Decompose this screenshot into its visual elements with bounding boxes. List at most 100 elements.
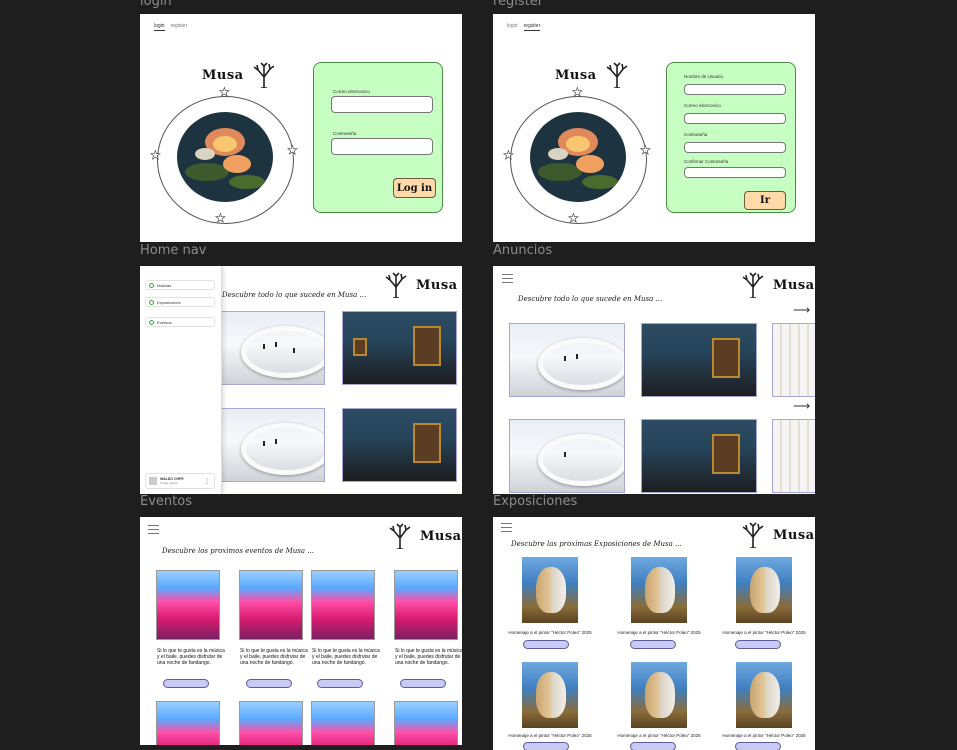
- password-field[interactable]: [331, 138, 433, 155]
- star-icon: ★: [219, 85, 230, 99]
- register-panel: Nombre de Usuario Correo electronico Con…: [666, 62, 796, 213]
- exhibition-button[interactable]: [630, 640, 676, 649]
- brand-name: Musa: [202, 67, 244, 83]
- painting-frame: [712, 434, 740, 474]
- tab-login[interactable]: login: [154, 23, 165, 31]
- visitor-figure: [263, 344, 265, 349]
- star-icon: ★: [287, 143, 298, 157]
- star-icon: ★: [503, 148, 514, 162]
- portrait-face: [645, 567, 675, 613]
- star-icon: ★: [215, 211, 226, 225]
- auth-tabs: login register: [507, 23, 541, 31]
- brand-name: Musa: [773, 527, 815, 543]
- event-image[interactable]: [239, 701, 303, 745]
- exhibition-image[interactable]: [522, 557, 578, 623]
- user-card[interactable]: WALDO CHPE Prodg. Admin ⋮: [145, 473, 215, 489]
- menu-icon[interactable]: [501, 523, 512, 532]
- register-submit-button[interactable]: Ir: [744, 191, 786, 210]
- brand-logo: Musa: [739, 272, 815, 298]
- exhibition-button[interactable]: [735, 640, 781, 649]
- email-field[interactable]: [684, 113, 786, 124]
- brand-name: Musa: [773, 277, 815, 293]
- gallery-ring: [538, 434, 624, 486]
- tree-icon: [742, 522, 764, 548]
- drawer-item-label: Exposiciones: [157, 299, 181, 305]
- auth-tabs: login register: [154, 23, 187, 31]
- event-image[interactable]: [311, 701, 375, 745]
- tree-icon: [253, 62, 275, 88]
- gallery-thumbnail[interactable]: [641, 419, 757, 493]
- exhibition-button[interactable]: [735, 742, 781, 750]
- event-image[interactable]: [311, 570, 375, 640]
- gallery-thumbnail[interactable]: [772, 323, 815, 397]
- event-image[interactable]: [239, 570, 303, 640]
- exhibition-image[interactable]: [736, 662, 792, 728]
- gallery-thumbnail[interactable]: [342, 311, 457, 385]
- gallery-thumbnail[interactable]: [509, 419, 625, 493]
- exhibition-caption: Homenaje a el pintor "Héctor Poleo" 2025: [508, 733, 592, 738]
- visitor-figure: [293, 348, 295, 353]
- email-field[interactable]: [331, 96, 433, 113]
- exhibition-caption: Homenaje a el pintor "Héctor Poleo" 2025: [617, 733, 701, 738]
- brand-logo: Musa: [202, 62, 278, 88]
- exhibition-button[interactable]: [630, 742, 676, 750]
- page-tagline: Descubre las proximas Exposiciones de Mu…: [511, 540, 682, 548]
- event-button[interactable]: [317, 679, 363, 688]
- event-image[interactable]: [156, 570, 220, 640]
- tab-login[interactable]: login: [507, 23, 518, 29]
- visitor-figure: [263, 441, 265, 446]
- gallery-thumbnail[interactable]: [212, 311, 325, 385]
- exposiciones-frame: Descubre las proximas Exposiciones de Mu…: [493, 517, 815, 750]
- login-panel: Correo electronico Contraseña Log in: [313, 62, 443, 213]
- menu-icon[interactable]: [502, 274, 513, 283]
- gallery-thumbnail[interactable]: [212, 408, 325, 482]
- exhibition-caption: Homenaje a el pintor "Héctor Poleo" 2025: [722, 630, 806, 635]
- tab-register[interactable]: register: [170, 23, 188, 29]
- brand-logo: Musa: [382, 272, 458, 298]
- event-image[interactable]: [394, 701, 458, 745]
- username-field[interactable]: [684, 84, 786, 95]
- tree-icon: [742, 272, 764, 298]
- event-button[interactable]: [246, 679, 292, 688]
- exhibition-button[interactable]: [523, 640, 569, 649]
- more-vert-icon[interactable]: ⋮: [204, 479, 210, 485]
- anuncios-frame: Descubre todo lo que sucede en Musa ... …: [493, 266, 815, 494]
- exhibition-button[interactable]: [523, 742, 569, 750]
- gallery-thumbnail[interactable]: [772, 419, 815, 493]
- drawer-item-exposiciones[interactable]: Exposiciones: [145, 297, 215, 307]
- confirm-password-field[interactable]: [684, 167, 786, 178]
- exhibition-caption: Homenaje a el pintor "Héctor Poleo" 2025: [722, 733, 806, 738]
- nav-drawer: Noticias Exposiciones Eventos WALDO CHPE…: [140, 266, 222, 494]
- event-image[interactable]: [156, 701, 220, 745]
- arrow-right-icon[interactable]: ⟶: [793, 303, 811, 317]
- brand-logo: Musa: [739, 522, 815, 548]
- drawer-item-eventos[interactable]: Eventos: [145, 317, 215, 327]
- drawer-item-noticias[interactable]: Noticias: [145, 280, 215, 290]
- event-description: Si lo que te gusta es la música y el bai…: [157, 648, 225, 666]
- gallery-thumbnail[interactable]: [641, 323, 757, 397]
- star-icon: ★: [150, 148, 161, 162]
- password-field[interactable]: [684, 142, 786, 153]
- exhibition-image[interactable]: [631, 557, 687, 623]
- page-tagline: Descubre todo lo que sucede en Musa ...: [222, 291, 367, 299]
- circle-icon: [149, 319, 154, 325]
- exhibition-image[interactable]: [522, 662, 578, 728]
- event-button[interactable]: [400, 679, 446, 688]
- password-label: Contraseña: [333, 131, 357, 136]
- visitor-figure: [576, 354, 578, 359]
- email-label: Correo electronico: [684, 103, 721, 108]
- gallery-thumbnail[interactable]: [509, 323, 625, 397]
- exhibition-image[interactable]: [736, 557, 792, 623]
- page-tagline: Descubre los proximos eventos de Musa ..…: [162, 547, 314, 555]
- event-image[interactable]: [394, 570, 458, 640]
- gallery-thumbnail[interactable]: [342, 408, 457, 482]
- menu-icon[interactable]: [148, 525, 159, 534]
- water-lily-painting: [530, 112, 626, 202]
- exhibition-image[interactable]: [631, 662, 687, 728]
- event-button[interactable]: [163, 679, 209, 688]
- painting-frame: [353, 338, 367, 356]
- tab-register[interactable]: register: [523, 23, 541, 31]
- portrait-face: [536, 672, 566, 718]
- arrow-right-icon[interactable]: ⟶: [793, 399, 811, 413]
- login-button[interactable]: Log in: [393, 178, 436, 198]
